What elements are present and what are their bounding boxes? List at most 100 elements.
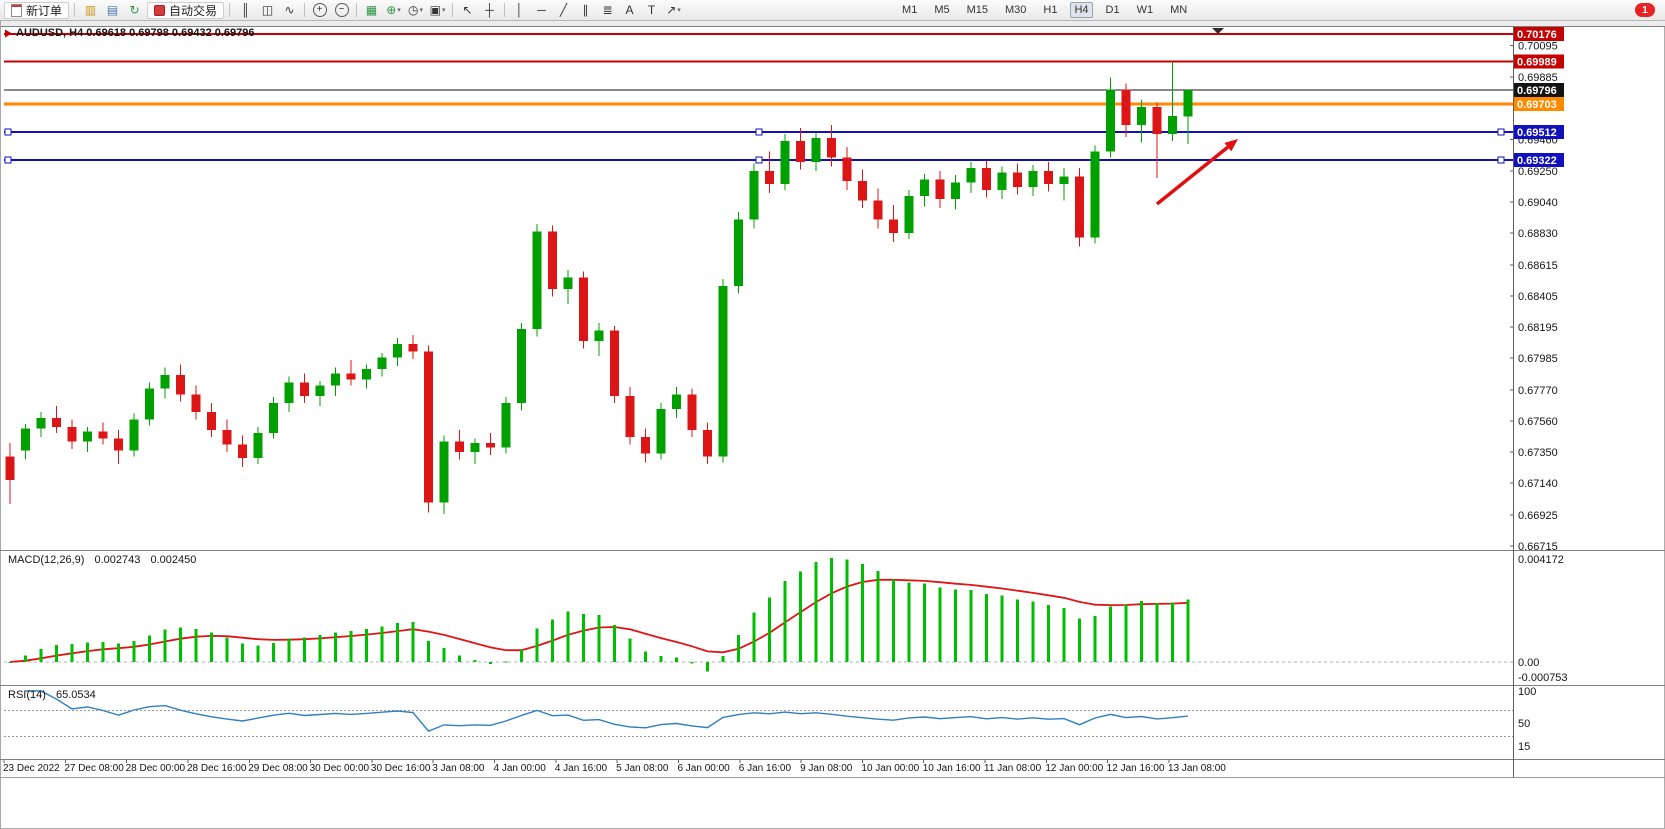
candles	[5, 61, 1193, 515]
time-label: 30 Dec 16:00	[371, 763, 431, 774]
price-tick-label: 0.69885	[1518, 72, 1558, 84]
profiles-icon[interactable]: ▤	[102, 1, 123, 20]
candle-body	[21, 428, 30, 451]
periods-icon[interactable]: ◷ ▾	[405, 1, 426, 20]
time-axis[interactable]: 23 Dec 2022 27 Dec 08:00 28 Dec 00:00 28 De…	[3, 760, 1226, 774]
candle-body	[997, 172, 1007, 191]
new-order-button[interactable]: 新订单	[4, 1, 70, 19]
equidistant-channel-icon[interactable]: ∥	[575, 1, 596, 20]
macd-main-value: 0.002743	[94, 554, 141, 566]
notification-badge[interactable]: 1	[1635, 3, 1655, 17]
macd-bar	[566, 611, 570, 662]
candle-body	[207, 412, 216, 430]
text-label-icon[interactable]: T	[641, 1, 662, 20]
price-tick-label: 0.68405	[1518, 291, 1558, 303]
macd-bar	[768, 597, 771, 662]
macd-bar	[1171, 602, 1174, 662]
line-handle[interactable]	[755, 128, 763, 136]
trend-arrow-annotation[interactable]	[1155, 139, 1238, 206]
arrows-icon[interactable]: ↗ ▾	[663, 1, 684, 20]
tile-windows-icon[interactable]: ▦	[361, 1, 382, 20]
indicators-icon[interactable]: ⊕ ▾	[383, 1, 404, 20]
timeframe-button-h4[interactable]: H4	[1070, 2, 1093, 18]
vertical-line-icon[interactable]: │	[509, 1, 530, 20]
candle-body	[145, 388, 154, 420]
price-axis[interactable]: 0.700950.698850.694600.692500.690400.688…	[1510, 41, 1558, 553]
text-icon[interactable]: A	[619, 1, 640, 20]
price-tick-label: 0.66925	[1518, 510, 1558, 522]
tile-windows-icon: ▦	[365, 3, 378, 17]
line-handle[interactable]	[4, 128, 12, 136]
price-tag-0.69322	[1514, 153, 1564, 168]
candle-body	[982, 167, 991, 191]
macd-bar	[334, 632, 337, 662]
indicators-icon: ⊕	[386, 3, 397, 17]
candle-body	[455, 441, 464, 453]
price-tick-label: 0.67770	[1518, 385, 1558, 397]
timeframe-button-mn[interactable]: MN	[1170, 4, 1188, 16]
macd-bar	[24, 655, 27, 662]
macd-bar	[814, 561, 818, 662]
timeframe-button-w1[interactable]: W1	[1136, 4, 1154, 16]
zoom-in-icon: +	[312, 3, 327, 17]
horizontal-line-icon[interactable]: ─	[531, 1, 552, 20]
macd-bar	[442, 648, 446, 662]
horizontal-lines[interactable]	[4, 32, 1513, 164]
macd-indicator-label: MACD(12,26,9) 0.002743 0.002450	[8, 554, 196, 566]
candle-body	[470, 443, 480, 453]
trendline-icon[interactable]: ╱	[553, 1, 574, 20]
macd-bar	[39, 648, 43, 662]
candle-body	[238, 444, 247, 458]
macd-bar	[783, 580, 787, 662]
vertical-line-icon: │	[515, 3, 524, 17]
macd-bar	[830, 558, 833, 662]
candle-body	[486, 443, 495, 448]
timeframe-button-m1[interactable]: M1	[902, 4, 918, 16]
zoom-out-icon[interactable]: −	[331, 1, 352, 20]
line-handle[interactable]	[755, 156, 763, 164]
macd-axis-label: 0.004172	[1518, 554, 1564, 566]
candle-body	[36, 417, 46, 429]
price-tick-label: 0.70095	[1518, 41, 1558, 53]
timeframe-toolbar: M1 M5 M15 M30 H1 H4 D1 W1 MN	[898, 2, 1191, 18]
cursor-icon[interactable]: ↖	[457, 1, 478, 20]
candle-body	[1183, 90, 1193, 117]
refresh-icon[interactable]: ↻	[124, 1, 145, 20]
timeframe-button-m5[interactable]: M5	[934, 4, 950, 16]
chart-shift-marker-icon[interactable]	[1212, 28, 1224, 34]
timeframe-button-d1[interactable]: D1	[1105, 4, 1120, 16]
macd-bar	[458, 655, 461, 662]
line-handle[interactable]	[1497, 128, 1505, 136]
candle-body	[191, 394, 201, 413]
templates-icon[interactable]: ▣ ▾	[427, 1, 448, 20]
candle-body	[780, 141, 790, 185]
line-handle[interactable]	[4, 156, 12, 164]
candle-body	[315, 385, 325, 396]
bar-chart-icon[interactable]: ║	[235, 1, 256, 20]
timeframe-button-m15[interactable]: M15	[966, 4, 988, 16]
arrows-icon: ↗	[666, 3, 677, 17]
fibonacci-icon[interactable]: ≣	[597, 1, 618, 20]
line-chart-icon[interactable]: ∿	[279, 1, 300, 20]
macd-bar	[845, 559, 849, 662]
new-chart-icon[interactable]: ▥	[80, 1, 101, 20]
candle-body	[749, 170, 759, 220]
timeframe-button-h1[interactable]: H1	[1043, 4, 1058, 16]
candlestick-chart-icon[interactable]: ◫	[257, 1, 278, 20]
auto-trading-button[interactable]: 自动交易	[147, 1, 225, 19]
macd-bar	[1047, 605, 1050, 662]
time-label: 13 Jan 08:00	[1168, 763, 1226, 774]
zoom-in-icon[interactable]: +	[309, 1, 330, 20]
time-label: 29 Dec 08:00	[248, 763, 308, 774]
candle-body	[98, 431, 108, 439]
crosshair-icon[interactable]: ┼	[479, 1, 500, 20]
price-tick-label: 0.68615	[1518, 260, 1558, 272]
timeframe-button-m30[interactable]: M30	[1005, 4, 1027, 16]
price-tick-label: 0.67350	[1518, 447, 1558, 459]
candle-body	[1137, 107, 1146, 125]
candle-body	[331, 373, 340, 386]
line-handle[interactable]	[1497, 156, 1505, 164]
candle-body	[517, 329, 526, 404]
macd-bar	[179, 627, 182, 662]
